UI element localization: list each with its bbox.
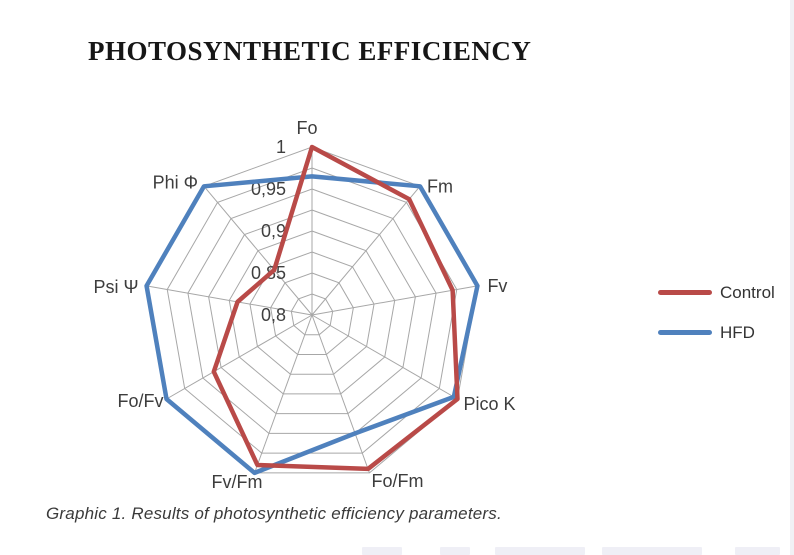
tick-label: 0,8 [261, 305, 286, 325]
legend-swatch-hfd-line [658, 330, 712, 335]
legend-label-hfd: HFD [720, 323, 755, 342]
category-label-fo-fv: Fo/Fv [117, 391, 163, 411]
grid-ring [249, 251, 375, 375]
grid-ring [270, 272, 354, 355]
grid-spoke [254, 314, 313, 474]
legend-label-control: Control [720, 283, 775, 302]
grid-ring [228, 230, 396, 395]
grid-spoke [311, 285, 478, 316]
legend-item-control: Control [658, 284, 775, 301]
category-label-fv: Fv [487, 276, 507, 296]
category-label-fo-fm: Fo/Fm [371, 471, 423, 491]
page-edge-shade [790, 0, 794, 555]
series-hfd-line [144, 174, 480, 476]
chart-legend: Control HFD [658, 284, 775, 341]
grid-spoke [146, 285, 313, 316]
page-title: PHOTOSYNTHETIC EFFICIENCY [88, 36, 532, 66]
category-label-fo: Fo [296, 118, 317, 138]
category-label-pico-k: Pico K [463, 394, 515, 414]
tick-label: 0,95 [251, 179, 286, 199]
grid-spoke [203, 185, 313, 316]
page-bleed-artifact [0, 547, 794, 555]
tick-label: 0,9 [261, 221, 286, 241]
category-label-psi: Psi Ψ [94, 277, 139, 297]
category-label-phi: Phi Φ [153, 172, 198, 192]
category-label-fm: Fm [427, 176, 453, 196]
grid-spoke [311, 314, 370, 474]
tick-label: 1 [276, 137, 286, 157]
legend-swatch-control-line [658, 290, 712, 295]
category-label-fv-fm: Fv/Fm [212, 472, 263, 492]
grid-ring [208, 209, 416, 415]
grid-spoke [166, 314, 313, 400]
series-control-line [211, 144, 460, 472]
grid-spoke [311, 185, 421, 316]
figure-caption: Graphic 1. Results of photosynthetic eff… [46, 504, 502, 523]
grid-ring [187, 188, 437, 434]
legend-item-hfd: HFD [658, 324, 775, 341]
grid-spoke [311, 314, 458, 400]
grid-ring [290, 293, 334, 336]
